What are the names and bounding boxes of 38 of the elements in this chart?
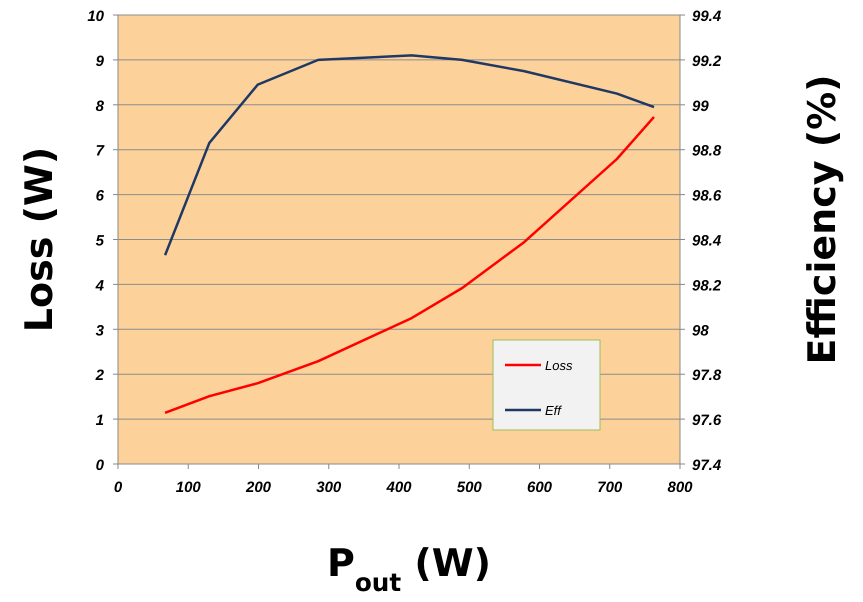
y-tick-label: 6 (96, 188, 105, 205)
x-tick-label: 400 (385, 479, 412, 496)
y2-tick-label: 97.6 (692, 412, 722, 430)
y-tick-label: 0 (96, 457, 105, 474)
legend-label: Loss (545, 358, 573, 373)
x-tick-label: 200 (244, 479, 272, 496)
y2-tick-label: 98.4 (692, 232, 722, 250)
y-tick-label: 2 (94, 367, 105, 384)
y-tick-label: 8 (96, 98, 105, 115)
y-tick-label: 3 (96, 322, 105, 340)
y2-tick-label: 99.4 (692, 8, 722, 25)
y2-tick-label: 97.8 (692, 367, 722, 384)
x-tick-label: 100 (176, 479, 202, 496)
y-tick-label: 4 (94, 277, 105, 294)
y-tick-label: 5 (96, 232, 105, 250)
y2-tick-label: 97.4 (692, 457, 722, 474)
y2-axis-title: Efficiency (%) (800, 74, 844, 365)
y2-tick-label: 98 (692, 322, 710, 340)
y2-tick-label: 98.2 (692, 277, 722, 294)
line-series (164, 54, 656, 256)
y-tick-label: 10 (87, 8, 105, 25)
x-axis-title: P$_{out}$ (W) (326, 541, 492, 596)
x-tick-label: 700 (597, 479, 623, 496)
y2-tick-label: 99 (692, 98, 710, 115)
y-tick-label: 1 (96, 412, 104, 430)
y-axis-title: Loss (W) (17, 146, 61, 332)
legend-label: Eff (545, 403, 562, 418)
y-tick-label: 7 (96, 142, 105, 160)
y-tick-label: 9 (96, 52, 105, 70)
line-series (164, 116, 656, 414)
x-tick-label: 600 (526, 479, 553, 496)
x-tick-label: 800 (667, 479, 694, 496)
y2-tick-label: 99.2 (692, 52, 722, 70)
y2-tick-label: 98.6 (692, 188, 722, 205)
y2-tick-label: 98.8 (692, 142, 722, 160)
x-tick-label: 0 (114, 479, 123, 496)
x-tick-label: 500 (456, 479, 482, 496)
x-tick-label: 300 (316, 479, 342, 496)
